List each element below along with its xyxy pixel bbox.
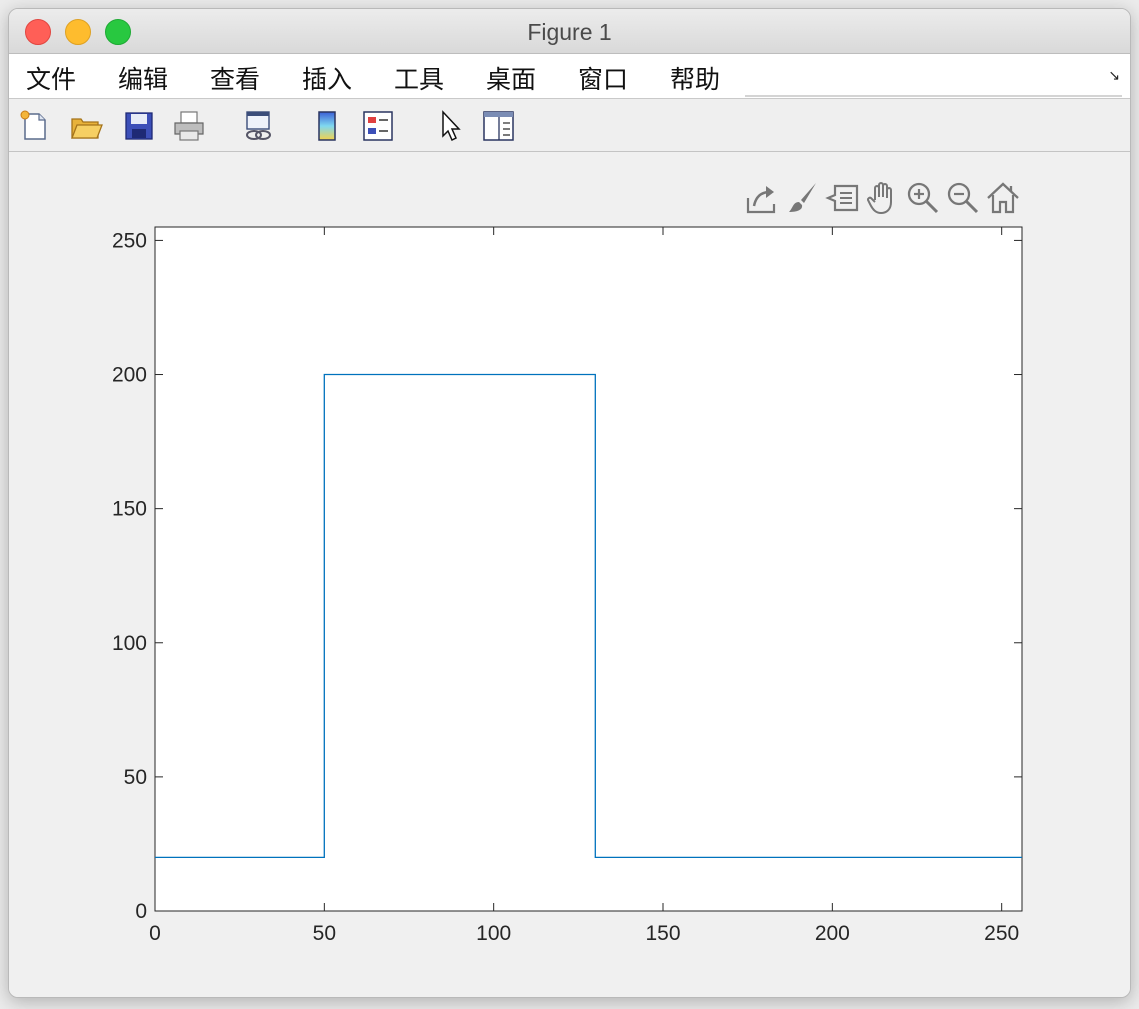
menu-bar: 文件 编辑 查看 插入 工具 桌面 窗口 帮助 ↘ — [9, 54, 1130, 99]
y-tick-label: 50 — [124, 766, 147, 789]
y-tick-label: 0 — [135, 900, 147, 923]
link-plot-icon[interactable] — [241, 109, 275, 143]
x-tick-label: 100 — [476, 922, 511, 945]
open-file-icon[interactable] — [69, 109, 103, 143]
zoom-out-icon[interactable] — [945, 180, 981, 216]
y-tick-label: 150 — [112, 498, 147, 521]
maximize-window-button[interactable] — [105, 19, 131, 45]
series-line — [155, 373, 1022, 859]
tick-labels: 0 50 100 150 200 250 0 50 100 150 200 250 — [112, 229, 1019, 945]
legend-icon[interactable] — [361, 109, 395, 143]
x-tick-label: 250 — [984, 922, 1019, 945]
x-tick-label: 200 — [815, 922, 850, 945]
pan-icon[interactable] — [865, 180, 901, 216]
figure-window: Figure 1 文件 编辑 查看 插入 工具 桌面 窗口 帮助 ↘ — [8, 8, 1131, 998]
line-chart[interactable]: 0 50 100 150 200 250 0 50 100 150 200 250 — [9, 152, 1130, 997]
menu-edit[interactable]: 编辑 — [118, 65, 169, 94]
menu-file[interactable]: 文件 — [26, 65, 77, 94]
new-figure-icon[interactable] — [17, 109, 51, 143]
save-icon[interactable] — [122, 109, 156, 143]
figure-toolbar — [9, 99, 1130, 152]
colorbar-icon[interactable] — [310, 109, 344, 143]
y-tick-label: 250 — [112, 229, 147, 252]
data-tips-icon[interactable] — [825, 180, 861, 216]
property-editor-icon[interactable] — [481, 109, 515, 143]
menu-overflow-icon[interactable]: ↘ — [1108, 68, 1120, 84]
menu-window[interactable]: 窗口 — [578, 65, 629, 94]
axes-box — [154, 226, 1023, 912]
window-title: Figure 1 — [527, 19, 612, 45]
brush-icon[interactable] — [785, 180, 821, 216]
x-tick-label: 50 — [313, 922, 336, 945]
menu-separator — [745, 95, 1122, 97]
title-bar[interactable]: Figure 1 — [9, 9, 1130, 54]
menu-tools[interactable]: 工具 — [394, 65, 445, 94]
axis-ticks — [154, 227, 1022, 912]
export-icon[interactable] — [744, 180, 780, 216]
close-window-button[interactable] — [25, 19, 51, 45]
pointer-icon[interactable] — [435, 109, 469, 143]
x-tick-label: 0 — [149, 922, 161, 945]
menu-insert[interactable]: 插入 — [302, 65, 353, 94]
plot-area: 0 50 100 150 200 250 0 50 100 150 200 250 — [9, 152, 1130, 997]
y-tick-label: 100 — [112, 632, 147, 655]
home-icon[interactable] — [985, 180, 1021, 216]
menu-help[interactable]: 帮助 — [670, 65, 721, 94]
y-tick-label: 200 — [112, 364, 147, 387]
minimize-window-button[interactable] — [65, 19, 91, 45]
x-tick-label: 150 — [645, 922, 680, 945]
menu-view[interactable]: 查看 — [210, 65, 261, 94]
print-icon[interactable] — [172, 109, 206, 143]
zoom-in-icon[interactable] — [905, 180, 941, 216]
menu-desktop[interactable]: 桌面 — [486, 65, 537, 94]
